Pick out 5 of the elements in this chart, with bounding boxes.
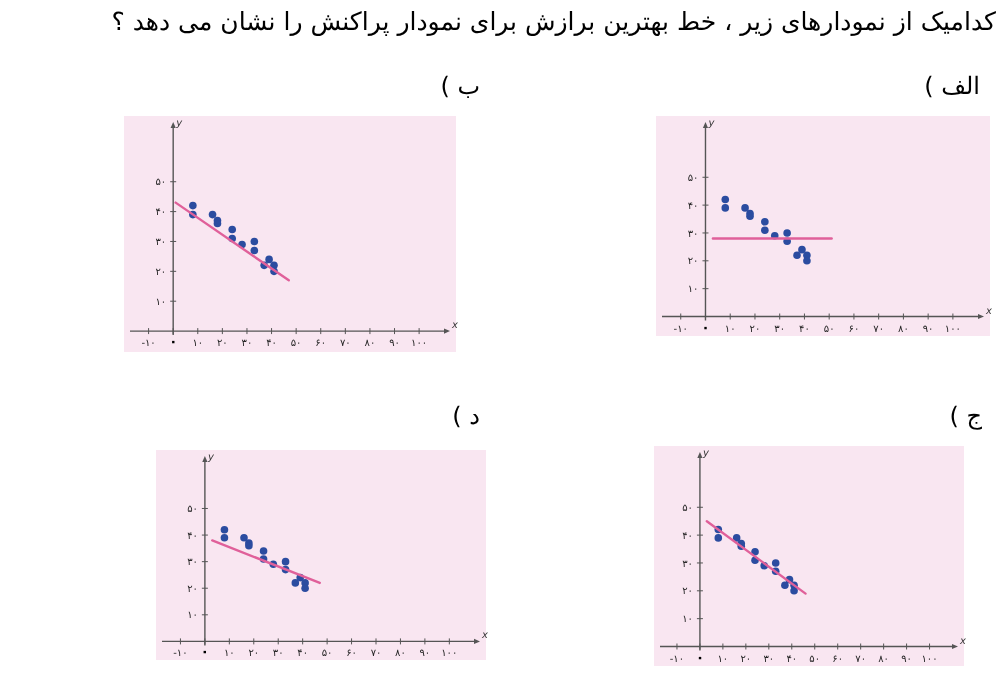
chart-title: ج ) bbox=[949, 402, 983, 430]
chart-title: الف ) bbox=[924, 72, 980, 100]
text: کدامیک از نمودارهای زیر ، خط بهترین برازش برای نمودار پراکنش را نشان می دهد ؟ bbox=[111, 6, 997, 38]
chart-title: ب ) bbox=[440, 72, 480, 100]
chart-title: د ) bbox=[452, 402, 480, 430]
